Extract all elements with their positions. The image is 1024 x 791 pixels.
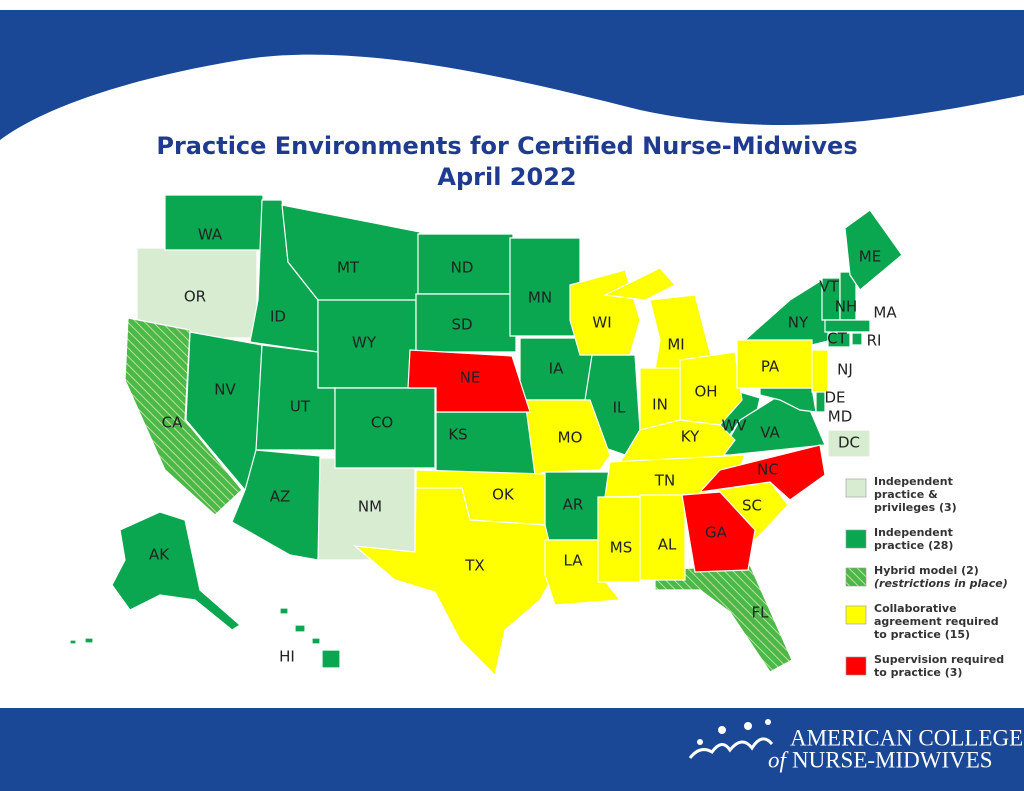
state-label: CO: [371, 414, 393, 432]
legend-label: Independent: [874, 526, 953, 539]
state-label: DC: [838, 434, 860, 452]
state-label: OR: [184, 288, 206, 306]
legend-swatch: [845, 478, 867, 498]
logo-icon: [688, 719, 774, 759]
legend-label: Supervision required: [874, 653, 1004, 666]
state-label: TN: [654, 472, 675, 490]
state-shape: [407, 349, 531, 413]
state-label: WI: [592, 314, 611, 332]
state-label: UT: [290, 398, 311, 416]
state-label: LA: [564, 552, 584, 570]
state-label: IL: [613, 399, 626, 417]
state-label: MA: [873, 304, 897, 322]
state-label: NE: [460, 369, 481, 387]
header-band: [0, 10, 1024, 140]
state-label: ND: [451, 259, 474, 277]
legend-swatch: [845, 567, 867, 587]
footer-band: [0, 708, 1024, 791]
state-label: FL: [752, 604, 770, 622]
state-label: VT: [819, 278, 839, 296]
state-shape: [231, 449, 321, 561]
state-shape: [415, 293, 517, 353]
state-shape: [827, 429, 871, 458]
state-label: RI: [867, 332, 882, 350]
state-label: VA: [760, 424, 780, 442]
legend-swatch: [845, 605, 867, 625]
state-label: MS: [610, 539, 632, 557]
state-label: AL: [658, 536, 677, 554]
state-label: TX: [464, 557, 484, 575]
legend-label: to practice (3): [874, 666, 962, 679]
state-label: OK: [492, 486, 515, 504]
state-shape: [279, 607, 341, 669]
legend-swatch: [845, 529, 867, 549]
legend-label: practice (28): [874, 539, 953, 552]
legend-note: (restrictions in place): [874, 577, 1008, 590]
state-label: NH: [835, 298, 858, 316]
us-map: OR NM DC WA ID MT WY NV UT CO AZ ND SD KS MN IA AR IL WV VA…: [69, 194, 903, 677]
state-label: NC: [757, 461, 779, 479]
state-label: HI: [279, 648, 295, 666]
state-label: MO: [558, 429, 583, 447]
subtitle: April 2022: [437, 163, 576, 191]
legend-label: to practice (15): [874, 628, 970, 641]
state-label: WY: [352, 334, 377, 352]
state-shape: [681, 491, 756, 573]
legend-label: agreement required: [874, 615, 999, 628]
legend-label: Hybrid model (2): [874, 564, 979, 577]
state-shape: [639, 494, 686, 581]
state-label: MT: [337, 259, 360, 277]
state-label: PA: [761, 358, 780, 376]
state-label: SC: [742, 497, 762, 515]
org-name-of: of: [768, 747, 790, 772]
state-label: MI: [667, 336, 684, 354]
state-label: OH: [694, 383, 717, 401]
state-shape: [698, 444, 826, 501]
title: Practice Environments for Certified Nurs…: [156, 132, 857, 160]
state-label: ME: [859, 248, 881, 266]
state-label: MD: [828, 408, 853, 426]
state-shape: [69, 511, 242, 645]
state-label: IA: [549, 360, 564, 378]
state-label: WV: [721, 417, 747, 435]
legend-label: Independent: [874, 475, 953, 488]
state-shape: [597, 496, 641, 583]
state-shape: [353, 487, 557, 677]
legend-swatch: [845, 656, 867, 676]
state-shape: [811, 349, 829, 393]
legend-label: privileges (3): [874, 501, 957, 514]
state-label: KY: [681, 428, 700, 446]
org-name-line1: AMERICAN COLLEGE: [790, 725, 1023, 750]
state-label: DE: [824, 389, 845, 407]
state-label: ID: [270, 308, 286, 326]
state-label: CA: [162, 414, 183, 432]
state-shape: [824, 319, 871, 333]
state-label: IN: [652, 396, 668, 414]
state-shape: [654, 564, 793, 673]
state-shape: [827, 332, 851, 348]
state-shape: [844, 209, 903, 291]
org-name-line2: NURSE-MIDWIVES: [792, 747, 993, 772]
state-label: AR: [563, 496, 584, 514]
state-label: NJ: [837, 361, 853, 379]
state-label: CT: [827, 330, 847, 348]
state-label: AK: [149, 546, 170, 564]
state-label: WA: [198, 226, 223, 244]
state-label: NV: [214, 381, 236, 399]
state-label: GA: [705, 524, 728, 542]
state-label: MN: [528, 289, 552, 307]
legend-label: Collaborative: [874, 602, 957, 615]
state-label: KS: [448, 426, 467, 444]
state-label: NM: [358, 498, 382, 516]
legend-label: practice &: [874, 488, 938, 501]
state-shape: [851, 332, 863, 346]
state-label: SD: [451, 316, 472, 334]
state-shape: [124, 317, 243, 516]
state-shape: [334, 387, 436, 469]
state-label: AZ: [270, 488, 291, 506]
state-label: NY: [788, 314, 809, 332]
